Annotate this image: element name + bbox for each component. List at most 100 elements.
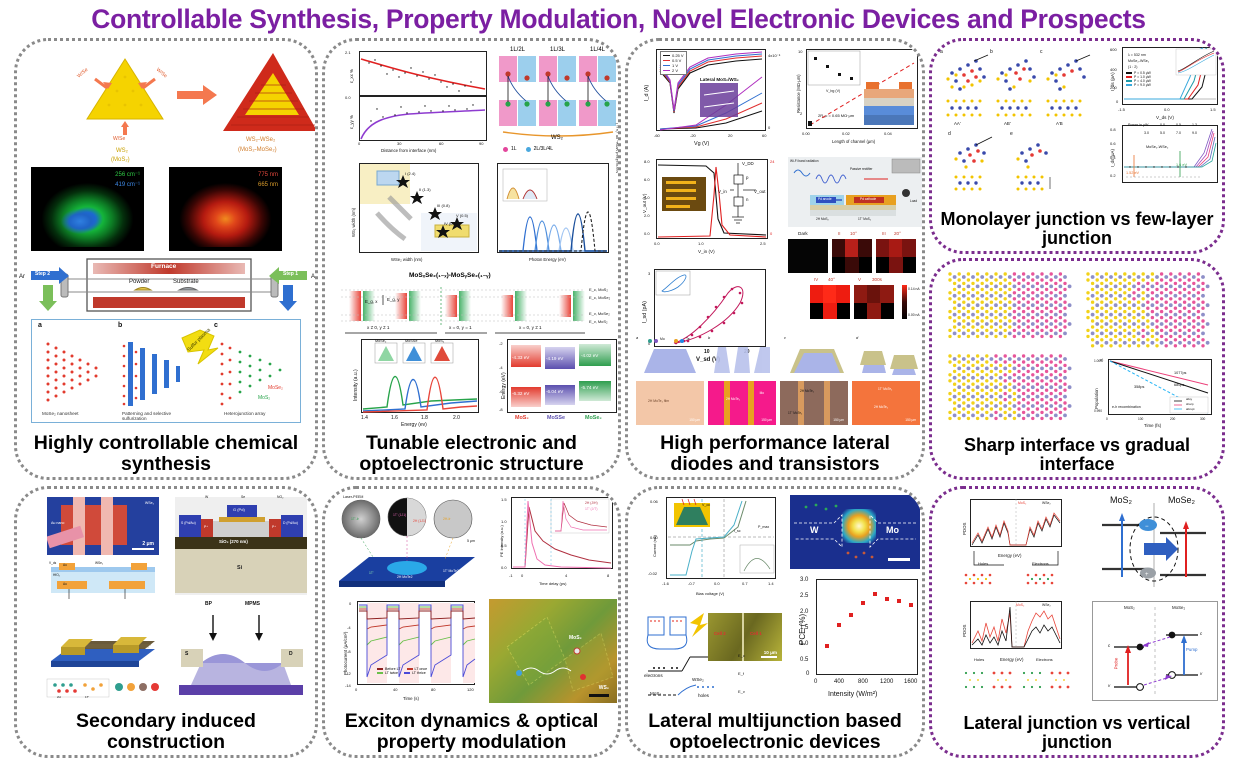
cycling-xlabel: Time (s) <box>403 696 419 701</box>
decay-note: e-h recombination <box>1112 405 1141 409</box>
jv-characteristic-plot: Current (nA) Bias voltage (V) V_oc I_sc … <box>642 495 784 603</box>
pl-label-775: 775 nm <box>258 172 278 178</box>
decay-annotation-680: 680ps <box>1174 383 1184 387</box>
power-dependent-plot: Power in μW 0.0 0.5 1.3 3.0 5.0 7.0 9.0 … <box>1102 123 1222 195</box>
stack-letter-c: c <box>1040 49 1043 55</box>
panel-caption-multijunction-optoelectronics: Lateral multijunction based optoelectron… <box>632 711 918 752</box>
tlm-ylabel: Resistance (MΩ·μm) <box>796 74 801 113</box>
left-core-sublabel: (MoS₂) <box>111 157 130 163</box>
width-point-I: I (2.4) <box>405 171 415 176</box>
transfer-ylabel: I_d (A) <box>644 85 650 101</box>
array-scale-g: 150 μm <box>833 418 844 422</box>
pce-xlabel: Intensity (W/m²) <box>828 691 877 698</box>
cycling-ytick--12: -12 <box>345 671 351 676</box>
panel-tunable-structure[interactable]: ε_xx % ε_yy % Distance from interface (n… <box>322 38 621 480</box>
transfer-right-tick-4e5: 4x10⁻⁵ <box>768 53 780 58</box>
array-image-h: 1T' MoTe₂ 2H MoTe₂ 150 μm <box>852 381 920 425</box>
pdos-bottom-xlabel: Energy (eV) <box>1000 657 1023 662</box>
device-3d-legend: 2H 1T' <box>45 677 161 701</box>
panel-exciton-dynamics[interactable]: Laser-PEEM 1T'-Ir 1T' (1J1) 2H (1J1) 2H-… <box>322 486 621 758</box>
alloy-gap-y: E_g, y <box>387 297 399 302</box>
intensity-ylabel: Intensity (a.u.) <box>353 369 359 401</box>
powder-label: Powder <box>129 279 149 285</box>
panel-multijunction-optoelectronics[interactable]: Current (nA) Bias voltage (V) V_oc I_sc … <box>625 486 925 758</box>
peem-circle-1t: 1T' (1J1) <box>393 513 406 517</box>
power-sample-label: MoSe₂-WSe₂ <box>1146 145 1168 149</box>
pdos-bottom-ylabel: PDOS <box>962 625 967 637</box>
step-letter-b: b <box>118 322 122 329</box>
energy-vb-mos2: -6.32 eV <box>512 391 529 396</box>
iv-ytick-200: 200 <box>1110 85 1117 90</box>
panel-monolayer-vs-fewlayer[interactable]: a b c d e AA' AB' A'B <box>929 38 1225 254</box>
pdos-plot-bottom: PDOS Energy (eV) MoS₂ WSe₂ Holes Electro… <box>956 601 1080 701</box>
raman-label-256: 256 cm⁻¹ <box>115 172 140 178</box>
panel-secondary-construction[interactable]: WSe₂ Au nano 2 μm V_ds Au <box>14 486 318 758</box>
cross-hfo2-label: HfO₂ <box>53 573 60 577</box>
furnace-label: Furnace <box>151 264 176 271</box>
array-scale-f: 150 μm <box>761 418 772 422</box>
pce-ytick-10: 1.0 <box>800 641 808 647</box>
pe-legend-2h: 2H (J/H) <box>585 501 598 505</box>
panel-chemical-synthesis[interactable]: W/Se W/Se W/Se WS₂ (MoS₂) WS₂-WSe₂ (MoS₂… <box>14 38 318 480</box>
decay-legend-sharp: sharp <box>1186 402 1194 406</box>
decay-xtick-300: 300 <box>1200 417 1205 421</box>
iv-xtick-15: 1.5 <box>1210 107 1216 112</box>
panel-lateral-diodes[interactable]: 0.25 V 0.5 V 1 V 2 V Lateral MoS₂/WS₂ I_… <box>625 38 925 480</box>
gate-legend-w: W <box>205 495 208 499</box>
plmap-mo-label: Mo <box>886 525 899 535</box>
jv-xlabel: Bias voltage (V) <box>696 591 724 596</box>
bp-mpms-schematic: BP MPMS S D <box>175 601 307 701</box>
panel-lateral-vs-vertical[interactable]: PDOS Energy (eV) MoS₂ WSe₂ Holes Electro… <box>929 486 1225 758</box>
alloy-level-4: E_v, MoS₂ <box>589 319 608 324</box>
graphical-abstract: Controllable Synthesis, Property Modulat… <box>0 0 1237 728</box>
pc-frame-label-300s: 300s <box>872 277 882 282</box>
array-legend-mo: Mo <box>660 337 665 341</box>
pc-frame-10deg <box>832 239 872 273</box>
pc-frame-label-40: 40° <box>828 277 835 282</box>
panel-sharp-vs-gradual[interactable]: c) 1077ps 680ps 358ps e-h recombination … <box>929 258 1225 480</box>
alloy-level-2: E_c, MoSe₂ <box>589 295 610 300</box>
panel-caption-secondary-construction: Secondary induced construction <box>21 711 311 752</box>
iv-ytick-0: 0 <box>1116 99 1118 104</box>
inverter-n-label: n <box>746 197 748 202</box>
cvd-furnace-schematic: Furnace Powder Substrate Ar Ar Step 2 St… <box>17 257 315 317</box>
photodiode-iv-plot: λ = 532 nm MoSe₂-WSe₂ (1 : 2) P = 0.5 μW… <box>1102 45 1222 121</box>
mote2-growth-array: a b c d Mo Te 2H MoTe₂ film 150 μm 2H Mo… <box>634 335 922 427</box>
stack-letter-d: d <box>948 131 951 137</box>
power-ytick-04: 0.4 <box>1110 155 1116 160</box>
cycling-ytick--4: -4 <box>347 625 351 630</box>
inverter-gain-tick-0: 0 <box>770 231 772 236</box>
array-letter-d: d <box>856 335 858 340</box>
gate-g-label: G (Pd) <box>233 507 245 512</box>
tandem-optical-image: Cell 2 Cell 1 10 μm <box>708 613 782 661</box>
power-val-50: 5.0 <box>1160 131 1165 135</box>
cycling-ytick--8: -8 <box>347 649 351 654</box>
mpms-label: MPMS <box>245 601 260 607</box>
energy-vb-mose2: -5.74 eV <box>581 385 598 390</box>
gate-sio2-label: SiO₂ (270 nm) <box>219 539 248 544</box>
pce-xtick-1600: 1600 <box>904 679 917 685</box>
array-image-f-mo: Mo <box>760 391 764 395</box>
alloy-gap-x: E_g, x <box>365 299 377 304</box>
array-letter-a: a <box>636 335 638 340</box>
pdos-plot-top: PDOS Energy (eV) MoS₂ WSe₂ Holes Electro… <box>956 499 1080 591</box>
band-ws2-label: WS₂ <box>551 135 563 141</box>
alloy-region-3: x = 0, y ≠ 1 <box>519 325 542 330</box>
plmap-scale-bar <box>888 558 910 561</box>
strain-xtick-60: 60 <box>439 141 443 146</box>
vertical-mos2-label: MoS₂ <box>1110 495 1132 505</box>
raman-label-419: 419 cm⁻¹ <box>115 182 140 188</box>
energy-ytick-4: -4 <box>499 365 503 370</box>
tlm-xtick-002: 0.02 <box>842 131 850 136</box>
pl-map-w-mo: W Mo <box>790 495 920 569</box>
pe-intensity-plot: 2H (J/H) 1T' (J/T) PE Intensity (a.u.) T… <box>489 495 617 591</box>
pce-xtick-0: 0 <box>814 679 817 685</box>
cycling-xtick-80: 80 <box>431 687 435 692</box>
pe-legend-1t: 1T' (J/T) <box>585 507 598 511</box>
pe-xtick--1: -1 <box>509 573 513 578</box>
pce-ytick-0: 0 <box>806 671 809 677</box>
alloy-band-diagram: MoSₓSe₂(₁₋ₓ)-MoSᵧSe₂(₁₋ᵧ) <box>337 273 617 341</box>
pump-probe-v-left: v <box>1108 683 1110 688</box>
peem-substrate-2h: 2H MoTe2 <box>397 575 412 579</box>
power-val-70: 7.0 <box>1176 131 1181 135</box>
